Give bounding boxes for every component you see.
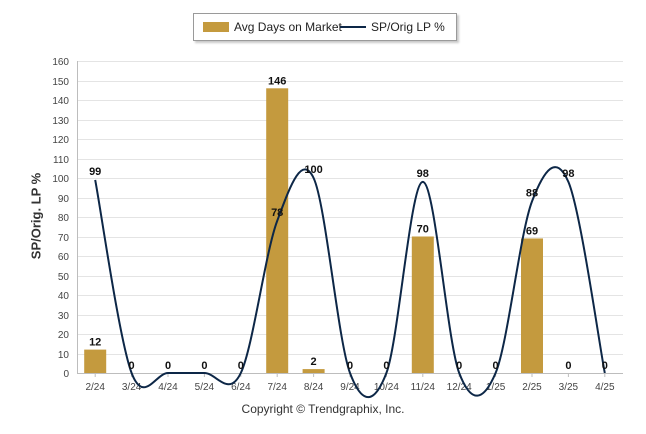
line-series-path [94, 166, 606, 398]
y-tick-label: 40 [58, 291, 70, 302]
y-tick-label: 150 [52, 77, 69, 88]
x-tick-label: 2/25 [522, 382, 542, 393]
x-tick-label: 7/24 [267, 382, 287, 393]
x-tick-label: 9/24 [340, 382, 360, 393]
x-tick-label: 6/24 [231, 382, 251, 393]
line-data-label: 78 [271, 207, 283, 219]
y-tick-label: 20 [58, 330, 70, 341]
y-tick-label: 60 [58, 252, 70, 263]
x-tick-label: 3/24 [122, 382, 142, 393]
x-tick-label: 10/24 [374, 382, 399, 393]
bar [266, 88, 289, 374]
bar [84, 349, 107, 373]
y-tick-label: 90 [58, 194, 70, 205]
bar-data-label: 0 [238, 360, 244, 372]
bar [521, 238, 543, 373]
line-data-label: 100 [304, 164, 322, 176]
line-data-label: 88 [526, 187, 538, 199]
chart-legend: Avg Days on Market SP/Orig LP % [193, 13, 457, 41]
y-tick-label: 140 [52, 96, 69, 107]
bar-data-label: 70 [417, 224, 429, 236]
y-tick-label: 100 [52, 174, 69, 185]
bar-data-label: 0 [165, 360, 171, 372]
bar-data-label: 12 [89, 337, 101, 349]
x-tick-label: 5/24 [195, 382, 215, 393]
y-tick-label: 70 [58, 233, 70, 244]
legend-bar-label: Avg Days on Market [234, 20, 342, 34]
bar-data-label: 0 [129, 360, 135, 372]
x-tick-label: 4/25 [595, 382, 615, 393]
y-axis-title: SP/Orig. LP % [28, 172, 44, 260]
bar-data-label: 0 [347, 360, 353, 372]
y-tick-label: 160 [52, 57, 69, 68]
x-tick-label: 3/25 [559, 382, 579, 393]
bar-data-label: 0 [602, 360, 608, 372]
bar-data-label: 146 [268, 75, 286, 87]
x-tick-label: 11/24 [411, 382, 436, 393]
y-tick-label: 50 [58, 272, 70, 283]
x-tick-label: 2/24 [85, 382, 105, 393]
legend-line-label: SP/Orig LP % [371, 20, 445, 34]
y-tick-label: 10 [58, 350, 70, 361]
y-tick-label: 130 [52, 116, 69, 127]
bar [302, 369, 325, 373]
bar-data-label: 0 [565, 360, 571, 372]
line-data-label: 99 [89, 166, 101, 178]
y-tick-label: 0 [63, 369, 69, 380]
legend-line-swatch [340, 26, 366, 28]
copyright-footer: Copyright © Trendgraphix, Inc. [241, 402, 405, 416]
bar [411, 236, 434, 373]
x-tick-label: 4/24 [158, 382, 178, 393]
x-tick-label: 12/24 [447, 382, 472, 393]
bar-data-label: 0 [493, 360, 499, 372]
bar-data-label: 69 [526, 225, 538, 237]
y-tick-label: 120 [52, 135, 69, 146]
y-tick-label: 30 [58, 311, 70, 322]
x-tick-label: 1/25 [486, 382, 506, 393]
bar-data-label: 2 [311, 356, 317, 368]
line-data-label: 98 [417, 168, 429, 180]
legend-bar-swatch [203, 22, 229, 32]
y-tick-label: 110 [53, 155, 69, 166]
bar-data-label: 0 [456, 360, 462, 372]
y-tick-label: 80 [58, 213, 70, 224]
x-tick-label: 8/24 [304, 382, 324, 393]
bar-data-label: 0 [383, 360, 389, 372]
line-data-label: 98 [562, 168, 574, 180]
bar-data-label: 0 [201, 360, 207, 372]
